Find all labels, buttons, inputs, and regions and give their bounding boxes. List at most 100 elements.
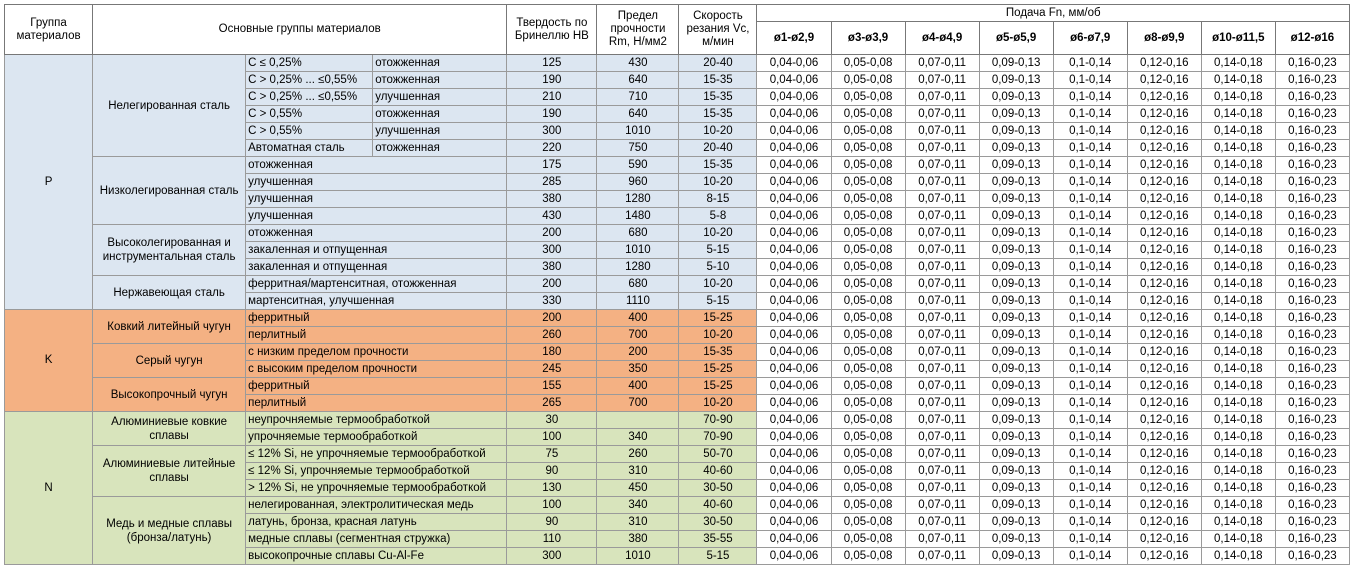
condition: нелегированная, электролитическая медь: [245, 496, 508, 514]
feed-value: 0,1-0,14: [1052, 54, 1128, 72]
cutting-speed: 10-20: [678, 122, 758, 140]
table-header: Группа материалов Основные группы матери…: [3, 4, 1351, 55]
feed-value: 0,12-0,16: [1126, 309, 1202, 327]
feed-value: 0,16-0,23: [1274, 54, 1351, 72]
condition: с низким пределом прочности: [245, 343, 508, 361]
subgroup-name: Высоколегированная и инструментальная ст…: [92, 224, 247, 276]
feed-value: 0,09-0,13: [978, 292, 1054, 310]
feed-value: 0,1-0,14: [1052, 292, 1128, 310]
feed-value: 0,04-0,06: [756, 207, 832, 225]
feed-value: 0,05-0,08: [830, 258, 906, 276]
feed-value: 0,07-0,11: [904, 326, 980, 344]
feed-value: 0,1-0,14: [1052, 207, 1128, 225]
feed-value: 0,04-0,06: [756, 377, 832, 395]
condition: улучшенная: [245, 207, 508, 225]
table-row: перлитный 260 700 10-20 0,04-0,06 0,05-0,08 0,…: [5, 326, 1351, 344]
strength: 750: [596, 139, 680, 157]
diameter-header: ø4-ø4,9: [904, 21, 980, 55]
subgroup-name: Серый чугун: [92, 343, 247, 378]
hardness: 265: [506, 394, 598, 412]
feed-value: 0,04-0,06: [756, 173, 832, 191]
feed-value: 0,14-0,18: [1200, 394, 1276, 412]
header-row: Группа материалов Основные группы матери…: [3, 4, 1350, 55]
feed-value: 0,16-0,23: [1274, 88, 1351, 106]
hardness: 125: [506, 54, 598, 72]
feed-value: 0,16-0,23: [1274, 241, 1351, 259]
header-cell: Предел прочности Rm, Н/мм2: [596, 4, 680, 55]
feed-value: 0,04-0,06: [756, 411, 832, 429]
feed-value: 0,16-0,23: [1274, 275, 1351, 293]
feed-value: 0,09-0,13: [978, 411, 1054, 429]
strength: 680: [596, 224, 680, 242]
strength: 350: [596, 360, 680, 378]
feed-value: 0,04-0,06: [756, 224, 832, 242]
feed-value: 0,09-0,13: [978, 139, 1054, 157]
table-row: с высоким пределом прочности 245 350 15-25 0…: [5, 360, 1351, 378]
feed-value: 0,05-0,08: [830, 275, 906, 293]
feed-value: 0,1-0,14: [1052, 88, 1128, 106]
condition: мартенситная, улучшенная: [245, 292, 508, 310]
feed-value: 0,04-0,06: [756, 275, 832, 293]
feed-value: 0,05-0,08: [830, 360, 906, 378]
table-row: Серый чугун с низким пределом прочности 18…: [5, 343, 1351, 378]
treatment: улучшенная: [372, 88, 508, 106]
feed-value: 0,16-0,23: [1274, 445, 1351, 463]
feed-value: 0,07-0,11: [904, 105, 980, 123]
strength: 260: [596, 445, 680, 463]
feed-value: 0,1-0,14: [1052, 377, 1128, 395]
feed-value: 0,09-0,13: [978, 190, 1054, 208]
hardness: 245: [506, 360, 598, 378]
strength: 640: [596, 105, 680, 123]
feed-value: 0,07-0,11: [904, 88, 980, 106]
feed-value: 0,09-0,13: [978, 105, 1054, 123]
hardness: 300: [506, 122, 598, 140]
group-code: K: [3, 309, 94, 412]
feed-value: 0,12-0,16: [1126, 258, 1202, 276]
cutting-speed: 15-35: [678, 105, 758, 123]
feed-value: 0,05-0,08: [830, 326, 906, 344]
cutting-speed: 10-20: [678, 275, 758, 293]
cutting-speed: 10-20: [678, 326, 758, 344]
feed-value: 0,09-0,13: [978, 394, 1054, 412]
hardness: 200: [506, 224, 598, 242]
header-row: ø1-ø2,9 ø3-ø3,9 ø4-ø4,9 ø5-ø5,9 ø6-ø7,9 ø8-ø9…: [5, 21, 1351, 55]
feed-value: 0,12-0,16: [1126, 241, 1202, 259]
feed-value: 0,14-0,18: [1200, 139, 1276, 157]
cutting-speed: 70-90: [678, 411, 758, 429]
feed-value: 0,12-0,16: [1126, 156, 1202, 174]
feed-value: 0,14-0,18: [1200, 445, 1276, 463]
feed-value: 0,16-0,23: [1274, 496, 1351, 514]
hardness: 130: [506, 479, 598, 497]
feed-value: 0,12-0,16: [1126, 496, 1202, 514]
table-row: P Нелегированная сталь C ≤ 0,25% отожженная…: [3, 54, 1351, 310]
condition: C ≤ 0,25%: [245, 54, 374, 72]
feed-value: 0,05-0,08: [830, 54, 906, 72]
condition: упрочняемые термообработкой: [245, 428, 508, 446]
feed-value: 0,05-0,08: [830, 224, 906, 242]
feed-value: 0,05-0,08: [830, 394, 906, 412]
feed-value: 0,04-0,06: [756, 513, 832, 531]
feed-value: 0,05-0,08: [830, 343, 906, 361]
hardness: 190: [506, 105, 598, 123]
feed-value: 0,16-0,23: [1274, 173, 1351, 191]
hardness: 90: [506, 462, 598, 480]
feed-value: 0,07-0,11: [904, 462, 980, 480]
strength: 450: [596, 479, 680, 497]
feed-value: 0,1-0,14: [1052, 394, 1128, 412]
condition: высокопрочные сплавы Cu-Al-Fe: [245, 547, 508, 565]
feed-value: 0,16-0,23: [1274, 105, 1351, 123]
feed-value: 0,05-0,08: [830, 428, 906, 446]
table-row: Нержавеющая сталь ферритная/мартенситная,…: [5, 275, 1351, 310]
subgroup-name: Нелегированная сталь: [92, 54, 247, 157]
table-row: ≤ 12% Si, упрочняемые термообработкой 90 3…: [5, 462, 1351, 480]
condition: перлитный: [245, 326, 508, 344]
strength: 700: [596, 394, 680, 412]
feed-value: 0,05-0,08: [830, 292, 906, 310]
cutting-speed: 5-15: [678, 547, 758, 565]
feed-value: 0,1-0,14: [1052, 309, 1128, 327]
feed-value: 0,09-0,13: [978, 207, 1054, 225]
hardness: 430: [506, 207, 598, 225]
feed-value: 0,04-0,06: [756, 122, 832, 140]
feed-value: 0,1-0,14: [1052, 326, 1128, 344]
header-cell: Твердость по Бринеллю НВ: [506, 4, 598, 55]
